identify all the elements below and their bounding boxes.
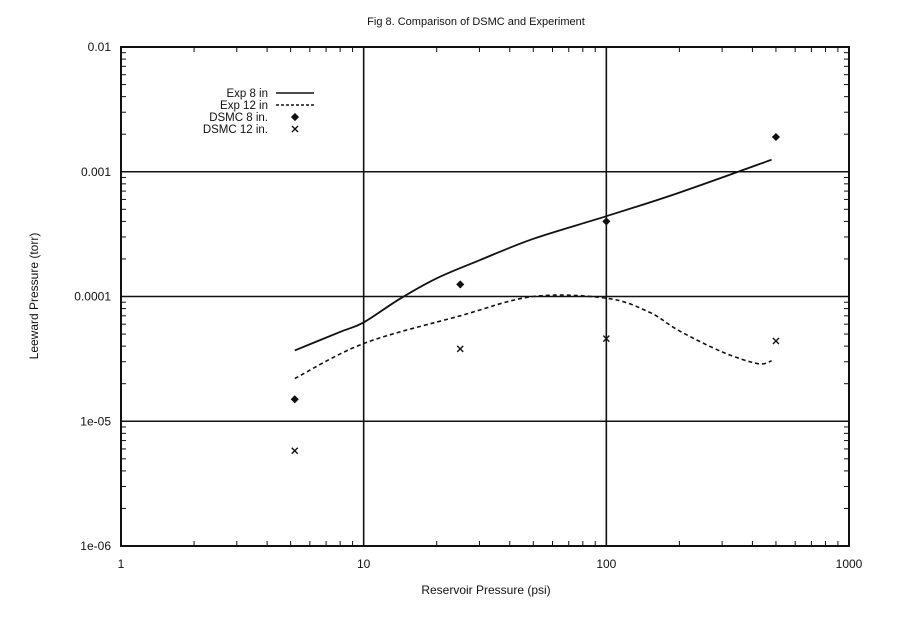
x-tick-label: 10	[357, 557, 371, 571]
data-point-dsmc-12-in-stroke	[772, 337, 780, 345]
x-tick-label: 100	[596, 557, 616, 571]
series-line-exp-12-in	[294, 294, 772, 380]
series-layer	[294, 158, 772, 380]
legend-swatch-dsmc-12-in-stroke	[291, 125, 299, 133]
data-point-dsmc-12-in-stroke	[291, 447, 299, 455]
y-tick-label: 0.01	[88, 40, 112, 54]
data-point-dsmc-12-in	[456, 345, 464, 353]
legend-label-exp-8-in: Exp 8 in	[226, 88, 268, 100]
data-point-dsmc-8-in	[771, 132, 781, 142]
data-point-dsmc-12-in	[291, 447, 299, 455]
y-tick-labels: 1e-06 1e-05 0.0001 0.001 0.01	[74, 40, 111, 553]
gridlines	[121, 47, 849, 546]
y-tick-label: 0.0001	[74, 290, 111, 304]
y-tick-label: 0.001	[81, 165, 111, 179]
data-point-dsmc-12-in-stroke	[456, 345, 464, 353]
data-point-dsmc-12-in-stroke	[602, 335, 610, 343]
data-point-dsmc-8-in	[290, 395, 299, 404]
data-point-dsmc-12-in	[772, 337, 780, 345]
data-point-dsmc-12-in	[602, 335, 610, 343]
legend-swatch-dsmc-8-in	[290, 112, 300, 122]
y-axis-label: Leeward Pressure (torr)	[27, 233, 41, 360]
legend-swatch-dsmc-12-in	[291, 125, 299, 133]
x-tick-labels: 1 10 100 1000	[118, 557, 863, 571]
marker-layer	[290, 132, 781, 455]
data-point-dsmc-8-in	[456, 280, 465, 289]
y-tick-label: 1e-06	[80, 539, 111, 553]
chart-title: Fig 8. Comparison of DSMC and Experiment	[367, 16, 585, 28]
x-axis-label: Reservoir Pressure (psi)	[421, 583, 550, 597]
legend-label-dsmc-8-in: DSMC 8 in.	[209, 112, 268, 124]
y-tick-label: 1e-05	[80, 414, 111, 428]
legend-label-dsmc-12-in: DSMC 12 in.	[203, 124, 268, 136]
x-tick-label: 1	[118, 557, 125, 571]
x-tick-label: 1000	[836, 557, 863, 571]
plot-frame	[120, 46, 850, 547]
series-line-exp-8-in	[294, 158, 772, 352]
legend-label-exp-12-in: Exp 12 in	[220, 100, 268, 112]
data-point-dsmc-8-in	[602, 217, 611, 226]
